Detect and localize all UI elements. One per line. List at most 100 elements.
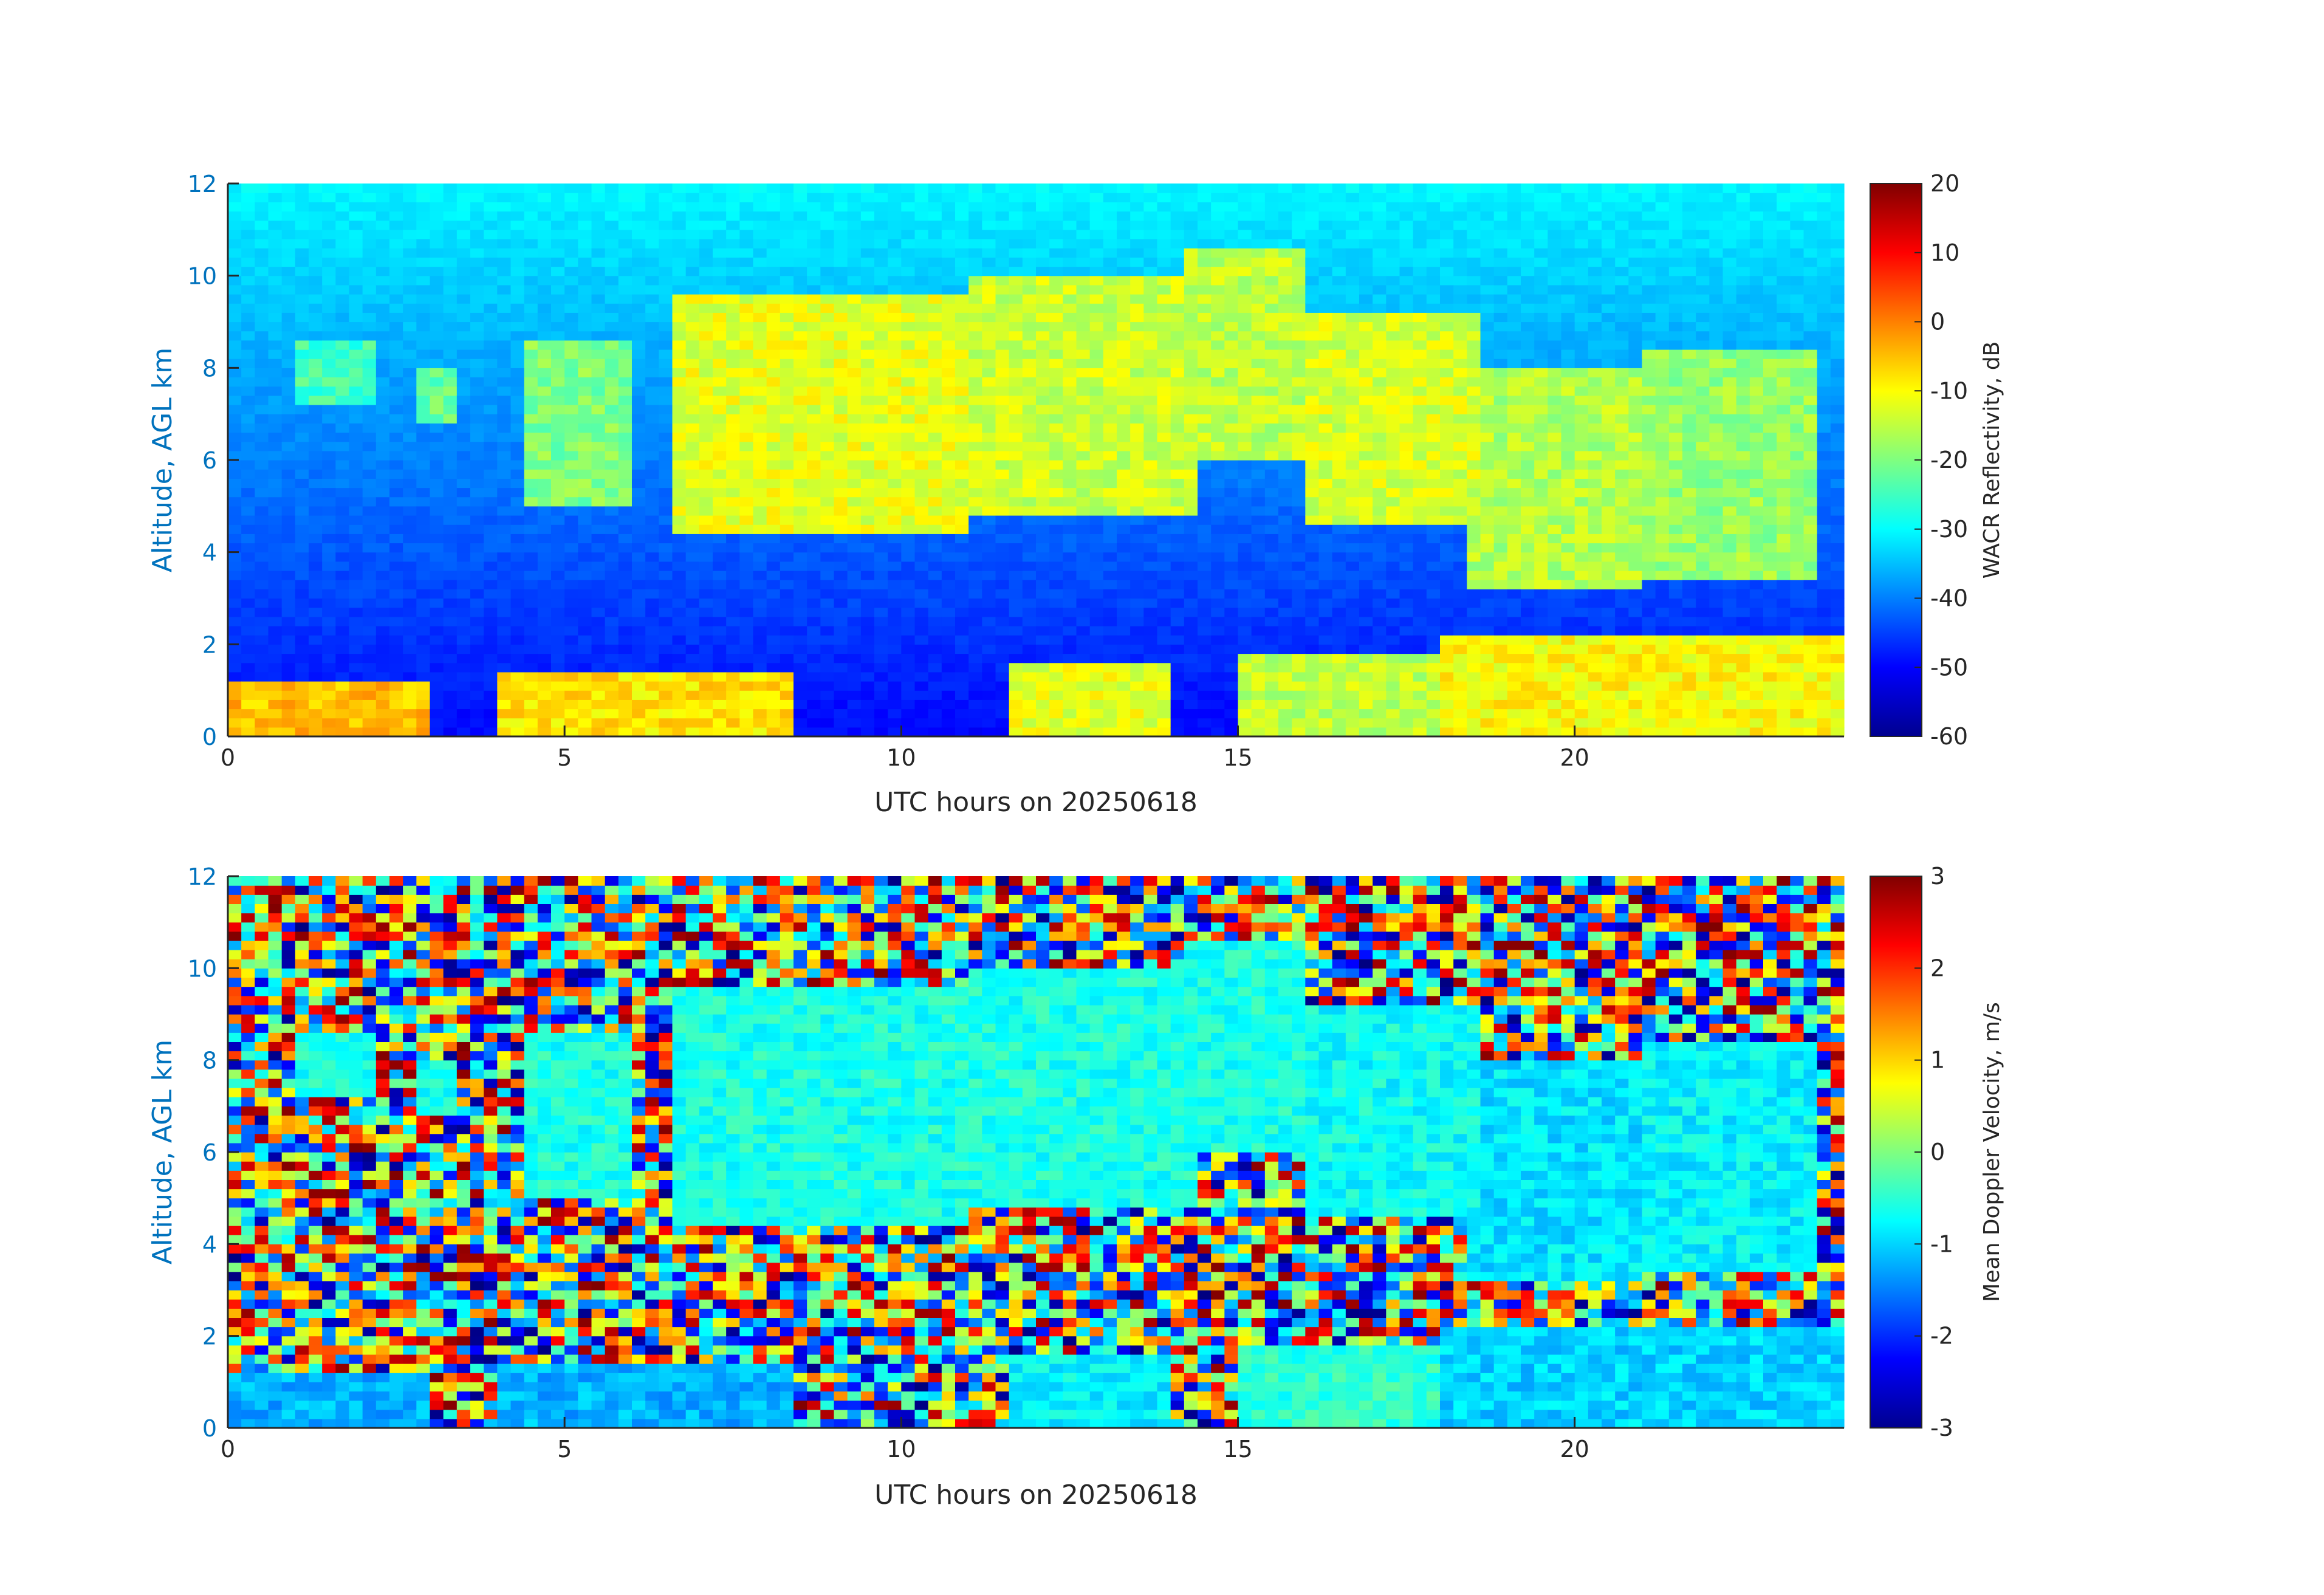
heatmap-cell xyxy=(928,331,942,341)
heatmap-cell xyxy=(1198,248,1212,258)
heatmap-cell xyxy=(955,239,969,249)
heatmap-cell xyxy=(497,644,512,654)
heatmap-cell xyxy=(1278,571,1292,580)
heatmap-cell xyxy=(645,662,659,673)
heatmap-cell xyxy=(1238,303,1252,313)
heatmap-cell xyxy=(780,211,794,221)
heatmap-cell xyxy=(1211,543,1225,553)
heatmap-cell xyxy=(403,386,417,396)
heatmap-cell xyxy=(1251,469,1266,479)
heatmap-cell xyxy=(941,690,956,700)
heatmap-cell xyxy=(928,193,942,202)
heatmap-cell xyxy=(228,635,242,645)
heatmap-cell xyxy=(753,414,767,424)
heatmap-cell xyxy=(1063,266,1077,276)
heatmap-cell xyxy=(322,524,336,534)
heatmap-cell xyxy=(766,515,781,525)
heatmap-cell xyxy=(1117,681,1131,691)
heatmap-cell xyxy=(1076,414,1091,424)
heatmap-cell xyxy=(1049,478,1063,489)
heatmap-cell xyxy=(1063,331,1077,341)
heatmap-cell xyxy=(551,414,565,424)
heatmap-cell xyxy=(1089,414,1104,424)
heatmap-cell xyxy=(914,699,929,710)
heatmap-cell xyxy=(1063,294,1077,304)
heatmap-cell xyxy=(241,671,255,682)
heatmap-cell xyxy=(1022,211,1037,221)
heatmap-cell xyxy=(362,626,377,636)
heatmap-cell xyxy=(537,220,552,230)
heatmap-cell xyxy=(1117,377,1131,387)
heatmap-cell xyxy=(416,340,431,350)
heatmap-cell xyxy=(1063,699,1077,710)
heatmap-cell xyxy=(268,202,283,212)
heatmap-cell xyxy=(551,303,565,313)
heatmap-cell xyxy=(1022,220,1037,230)
heatmap-cell xyxy=(1332,598,1346,608)
heatmap-cell xyxy=(1022,543,1037,553)
heatmap-cell xyxy=(416,662,431,673)
heatmap-cell xyxy=(618,727,632,737)
heatmap-cell xyxy=(928,386,942,396)
heatmap-cell xyxy=(1238,552,1252,562)
heatmap-cell xyxy=(605,312,619,323)
heatmap-cell xyxy=(1089,671,1104,682)
heatmap-cell xyxy=(1318,386,1333,396)
heatmap-cell xyxy=(322,718,336,728)
heatmap-cell xyxy=(564,340,578,350)
heatmap-cell xyxy=(672,635,687,645)
heatmap-cell xyxy=(1292,533,1306,544)
heatmap-cell xyxy=(685,340,700,350)
heatmap-cell xyxy=(1036,368,1050,378)
heatmap-cell xyxy=(968,561,982,571)
heatmap-cell xyxy=(901,515,916,525)
heatmap-cell xyxy=(1211,441,1225,451)
heatmap-cell xyxy=(713,580,727,589)
heatmap-cell xyxy=(1251,450,1266,461)
heatmap-cell xyxy=(794,349,807,359)
heatmap-cell xyxy=(241,524,255,534)
heatmap-cell xyxy=(955,460,969,470)
heatmap-cell xyxy=(255,284,269,295)
heatmap-cell xyxy=(1009,607,1023,617)
heatmap-cell xyxy=(470,524,484,534)
heatmap-cell xyxy=(1089,395,1104,405)
heatmap-cell xyxy=(1318,598,1333,608)
heatmap-cell xyxy=(564,580,578,589)
heatmap-cell xyxy=(551,515,565,525)
heatmap-cell xyxy=(968,441,982,451)
heatmap-cell xyxy=(443,571,458,580)
heatmap-cell xyxy=(874,543,888,553)
heatmap-cell xyxy=(1117,340,1131,350)
heatmap-cell xyxy=(834,589,848,599)
heatmap-cell xyxy=(1292,690,1306,700)
heatmap-cell xyxy=(591,294,606,304)
heatmap-cell xyxy=(1036,561,1050,571)
heatmap-cell xyxy=(268,239,283,249)
heatmap-cell xyxy=(794,561,807,571)
heatmap-cell xyxy=(1251,496,1266,507)
heatmap-cell xyxy=(1318,478,1333,489)
heatmap-cell xyxy=(713,294,727,304)
heatmap-cell xyxy=(995,571,1010,580)
heatmap-cell xyxy=(470,432,484,442)
heatmap-cell xyxy=(632,386,646,396)
heatmap-cell xyxy=(1063,386,1077,396)
heatmap-cell xyxy=(443,561,458,571)
heatmap-cell xyxy=(914,211,929,221)
heatmap-cell xyxy=(1089,386,1104,396)
heatmap-cell xyxy=(794,284,807,295)
heatmap-cell xyxy=(847,294,862,304)
heatmap-cell xyxy=(659,386,673,396)
heatmap-cell xyxy=(941,671,956,682)
heatmap-cell xyxy=(578,662,592,673)
heatmap-cell xyxy=(1332,727,1346,737)
heatmap-cell xyxy=(564,358,578,368)
heatmap-cell xyxy=(672,340,687,350)
heatmap-cell xyxy=(1143,349,1158,359)
heatmap-cell xyxy=(497,331,512,341)
heatmap-cell xyxy=(982,727,996,737)
heatmap-cell xyxy=(766,414,781,424)
heatmap-cell xyxy=(1143,423,1158,433)
heatmap-cell xyxy=(537,450,552,461)
